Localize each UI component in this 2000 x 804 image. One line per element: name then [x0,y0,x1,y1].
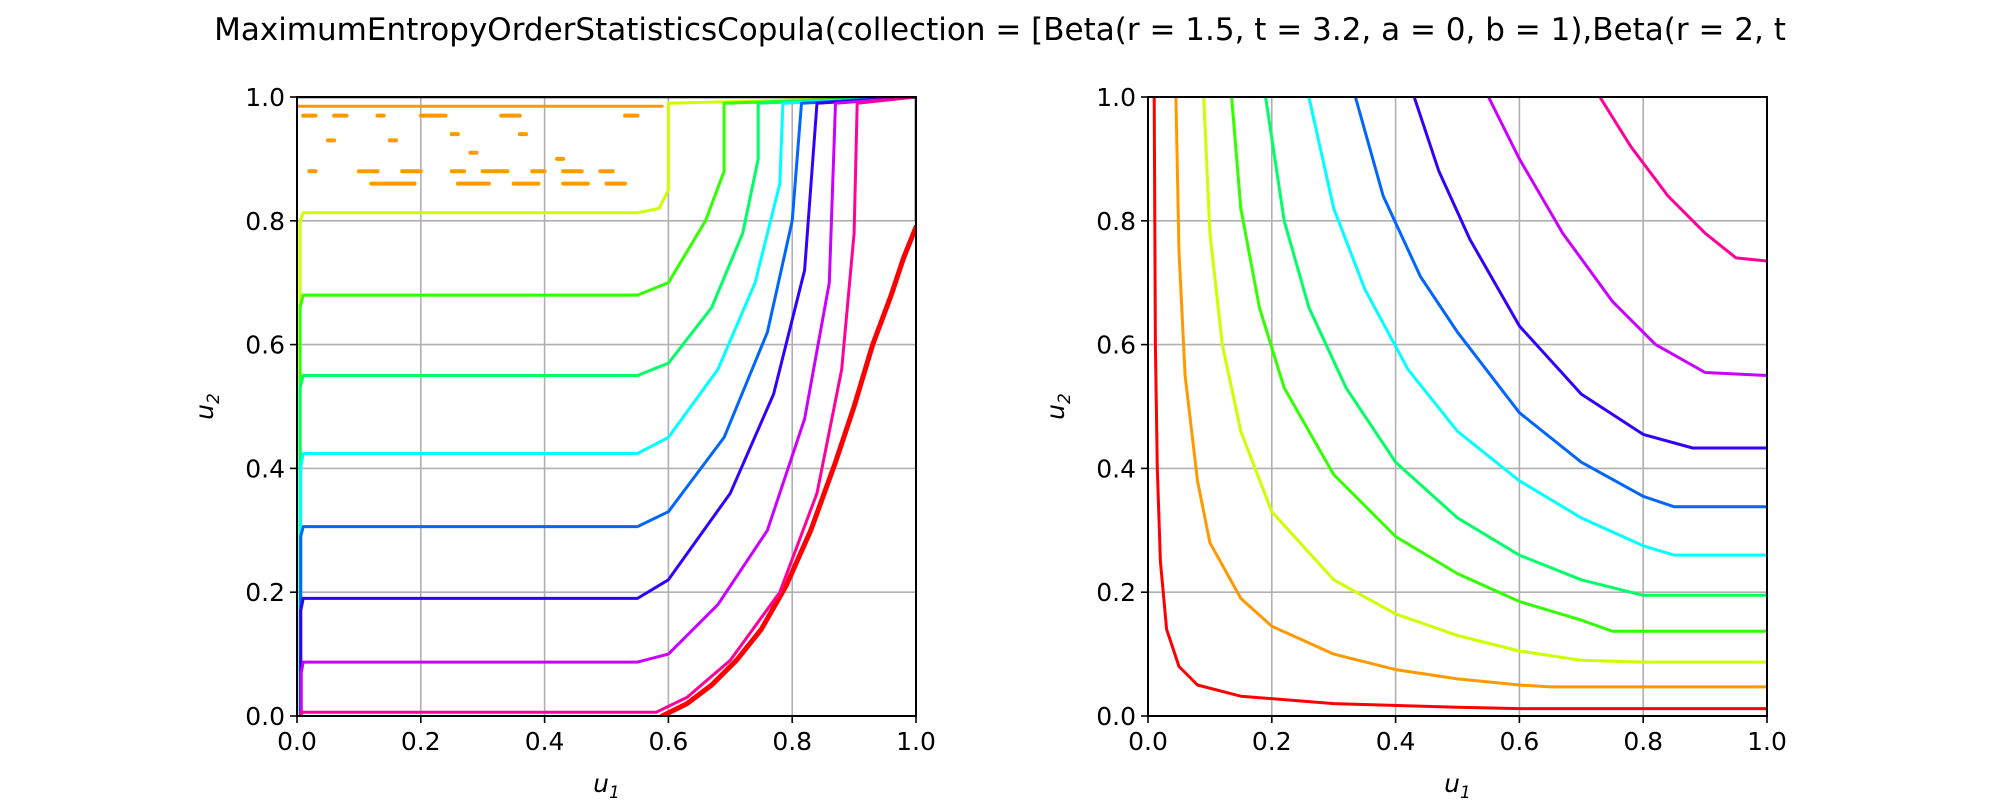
contour-line [1152,97,1767,711]
contour-line [1264,97,1767,597]
y-tick-label: 0.0 [1096,702,1136,731]
contour-line [297,97,916,223]
y-tick-label: 0.4 [1096,454,1136,483]
left-contour-plot: 0.0 0.2 0.4 0.6 0.8 1.0 0.0 0.2 0.4 0.6 0.8 1.0 u1 u2 [190,83,936,803]
x-axis-label: u1 [1444,769,1471,800]
x-tick-label: 0.8 [1623,727,1663,756]
x-axis-label: u1 [593,769,620,800]
contour-line [299,97,916,716]
contour-line [1307,97,1767,557]
contour-line [299,97,916,716]
y-tick-label: 0.4 [245,454,285,483]
contour-line [299,97,916,716]
x-tick-label: 1.0 [1747,727,1787,756]
contour-line [1598,97,1767,263]
axes-frame [296,96,917,717]
y-axis-label: u2 [190,393,224,420]
x-tick-label: 0.0 [1128,727,1168,756]
y-tick-label: 1.0 [245,83,285,112]
contour-line [299,97,916,716]
contour-line [1230,97,1767,633]
x-tick-label: 0.4 [525,727,565,756]
x-tick-label: 1.0 [896,727,936,756]
y-tick-label: 0.0 [245,702,285,731]
x-tick-label: 0.6 [1500,727,1540,756]
x-tick-label: 0.4 [1376,727,1416,756]
y-axis-label: u2 [1041,393,1075,420]
figure-title: MaximumEntropyOrderStatisticsCopula(coll… [214,12,1786,48]
contour-line [298,97,916,716]
y-tick-label: 0.2 [245,578,285,607]
contour-line [1353,97,1767,509]
contour-line [659,224,916,716]
y-tick-label: 0.6 [245,331,285,360]
contour-line [1202,97,1767,664]
contour-line [299,97,916,716]
x-tick-label: 0.6 [649,727,689,756]
y-tick-label: 1.0 [1096,83,1136,112]
contour-line [298,97,916,716]
contour-line [1412,97,1767,450]
x-tick-label: 0.0 [277,727,317,756]
contour-line [1487,97,1767,377]
x-tick-label: 0.8 [772,727,812,756]
axes-frame [1147,96,1768,717]
x-tick-label: 0.2 [401,727,441,756]
right-contour-plot: 0.0 0.2 0.4 0.6 0.8 1.0 0.0 0.2 0.4 0.6 0.8 1.0 u1 u2 [1041,83,1787,803]
y-tick-label: 0.6 [1096,331,1136,360]
y-tick-label: 0.8 [245,207,285,236]
contour-line [1174,97,1767,689]
y-tick-label: 0.8 [1096,207,1136,236]
contour-lines [297,97,916,716]
contour-lines [1152,97,1767,711]
contour-line [298,97,916,716]
y-tick-label: 0.2 [1096,578,1136,607]
x-tick-label: 0.2 [1252,727,1292,756]
